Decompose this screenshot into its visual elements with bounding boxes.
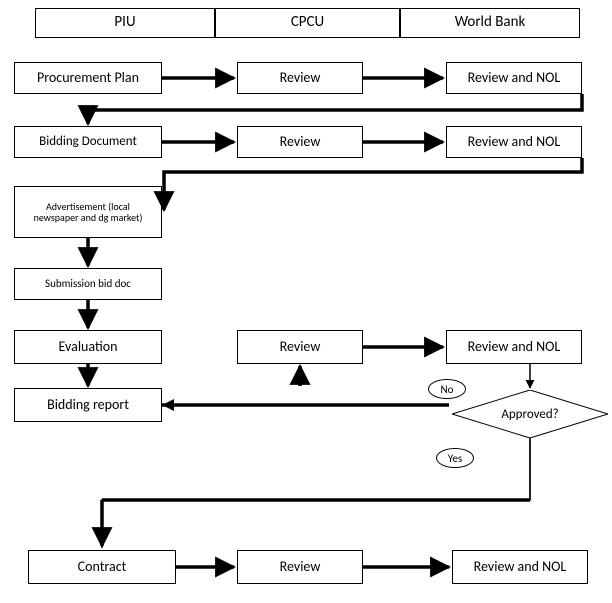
node-advertisement: Advertisement (local newspaper and dg ma…: [14, 186, 162, 238]
node-review-2: Review: [237, 126, 363, 158]
node-label: Review: [280, 339, 321, 355]
header-col-cpcu: CPCU: [215, 8, 400, 38]
label-no: No: [428, 379, 466, 399]
header-label: World Bank: [455, 14, 526, 31]
node-label: Review: [280, 559, 321, 575]
oval-label: No: [441, 383, 454, 396]
node-label: Review and NOL: [474, 559, 567, 575]
node-procurement-plan: Procurement Plan: [14, 62, 162, 94]
node-review-nol-2: Review and NOL: [446, 126, 582, 158]
header-label: CPCU: [291, 14, 324, 31]
node-label: Review and NOL: [468, 339, 561, 355]
node-label: Review: [280, 134, 321, 150]
node-label: Submission bid doc: [45, 278, 131, 291]
node-label: Bidding report: [47, 397, 129, 413]
node-submission: Submission bid doc: [14, 268, 162, 300]
node-label: Review and NOL: [468, 70, 561, 86]
label-yes: Yes: [436, 448, 474, 468]
header-col-piu: PIU: [35, 8, 215, 38]
flowchart-canvas: PIU CPCU World Bank Procurement Plan Rev…: [0, 0, 612, 603]
header-col-worldbank: World Bank: [400, 8, 580, 38]
node-label: Review and NOL: [468, 134, 561, 150]
node-label: Contract: [78, 559, 127, 575]
node-review-4: Review: [237, 550, 363, 584]
node-review-nol-3: Review and NOL: [446, 330, 582, 364]
node-bidding-report: Bidding report: [14, 388, 162, 422]
node-contract: Contract: [28, 550, 176, 584]
node-label: Evaluation: [58, 339, 117, 355]
oval-label: Yes: [448, 452, 462, 465]
node-label: Bidding Document: [39, 135, 137, 150]
node-label: Approved?: [501, 407, 558, 422]
header-label: PIU: [114, 14, 135, 31]
node-label: Advertisement (local newspaper and dg ma…: [23, 201, 153, 224]
node-evaluation: Evaluation: [14, 330, 162, 364]
node-approved-decision: Approved?: [452, 390, 608, 438]
node-review-1: Review: [237, 62, 363, 94]
node-review-nol-1: Review and NOL: [446, 62, 582, 94]
node-review-nol-4: Review and NOL: [452, 550, 588, 584]
node-bidding-document: Bidding Document: [14, 126, 162, 158]
node-label: Procurement Plan: [37, 70, 139, 86]
node-review-3: Review: [237, 330, 363, 364]
node-label: Review: [280, 70, 321, 86]
